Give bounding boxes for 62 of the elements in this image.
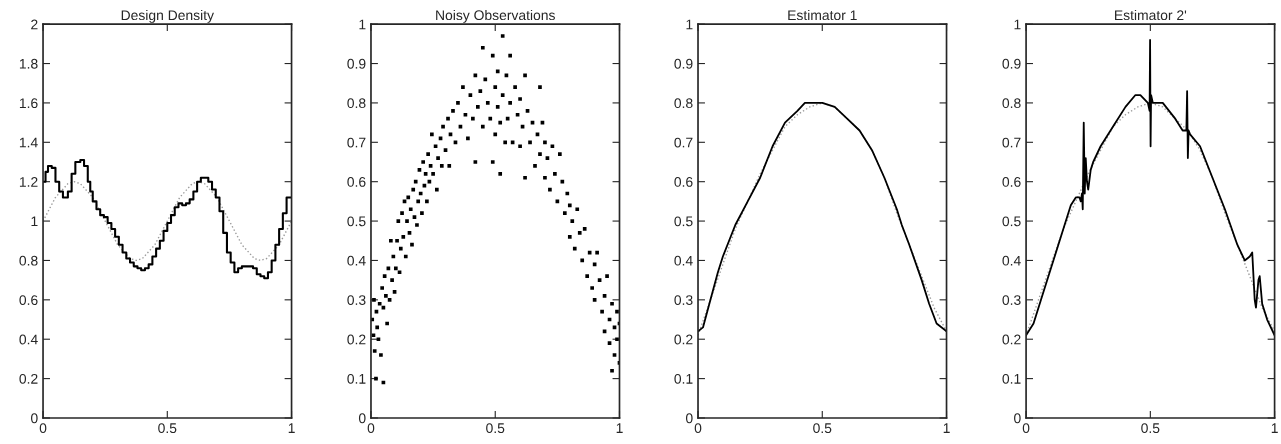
y-tick-label: 1 [359,19,366,30]
y-tick-label: 1.2 [19,177,38,187]
y-tick-label: 0.3 [347,295,366,305]
y-tick-label: 0.2 [347,334,366,345]
x-tick-label: 0.5 [1141,423,1160,434]
x-tick-label: 0.5 [813,423,832,434]
y-tick-label: 0.9 [347,58,366,69]
y-tick-label: 0.4 [19,334,38,345]
chart-title: Design Density [121,9,214,23]
y-tick-label: 0.2 [19,373,38,384]
y-tick-label: 0.1 [1002,373,1021,384]
x-tick-label: 1 [943,423,950,433]
x-tick-label: 0 [1022,423,1030,434]
x-tick-label: 1 [616,423,623,433]
y-tick-label: 0.8 [674,98,693,109]
y-tick-label: 0.6 [1002,177,1021,187]
y-tick-label: 0.9 [674,58,693,69]
y-tick-label: 0 [685,413,693,424]
y-tick-label: 0.8 [1002,98,1021,109]
line-series [43,180,292,262]
y-tick-label: 0.1 [347,373,366,384]
x-tick-label: 0 [367,423,375,434]
y-tick-label: 0 [31,413,38,424]
y-tick-label: 0.4 [347,255,366,266]
x-tick-label: 0 [39,423,47,434]
x-tick-label: 1 [288,423,295,433]
y-tick-label: 0.3 [674,295,693,305]
y-tick-label: 0.4 [674,255,693,266]
y-tick-label: 0.4 [1002,255,1021,266]
y-tick-label: 0.2 [1002,334,1021,345]
y-tick-label: 0.1 [674,373,693,384]
y-tick-label: 1 [1014,19,1021,30]
y-tick-label: 0.8 [19,255,38,266]
y-tick-label: 0.5 [674,216,693,227]
x-tick-label: 1 [1271,423,1278,433]
chart-title: Estimator 1 [788,9,857,21]
y-tick-label: 1 [686,19,693,30]
y-tick-label: 0.7 [347,137,366,148]
x-tick-label: 0 [694,423,702,434]
y-tick-label: 0.7 [674,137,693,148]
y-tick-label: 0.5 [347,216,366,227]
y-tick-label: 0.2 [674,334,693,345]
y-tick-label: 0 [358,413,366,424]
y-tick-label: 1.6 [19,98,38,109]
y-tick-label: 2 [31,19,38,30]
y-tick-label: 1.4 [19,137,38,148]
chart-title: Noisy Observations [436,9,555,23]
y-tick-label: 1 [31,216,38,227]
y-tick-label: 0.3 [1002,295,1021,305]
x-tick-label: 0.5 [158,423,177,434]
y-tick-label: 0.6 [674,177,693,187]
y-tick-label: 0.6 [347,177,366,187]
chart-title: Estimator 2' [1115,9,1187,21]
y-tick-label: 1.8 [19,58,38,69]
y-tick-label: 0.8 [347,98,366,109]
y-tick-label: 0 [1014,413,1021,424]
y-tick-label: 0.9 [1002,58,1021,69]
y-tick-label: 0.7 [1002,137,1021,148]
y-tick-label: 0.5 [1002,216,1021,227]
x-tick-label: 0.5 [486,423,505,434]
y-tick-label: 0.6 [19,295,38,305]
line-series [1026,39,1275,337]
